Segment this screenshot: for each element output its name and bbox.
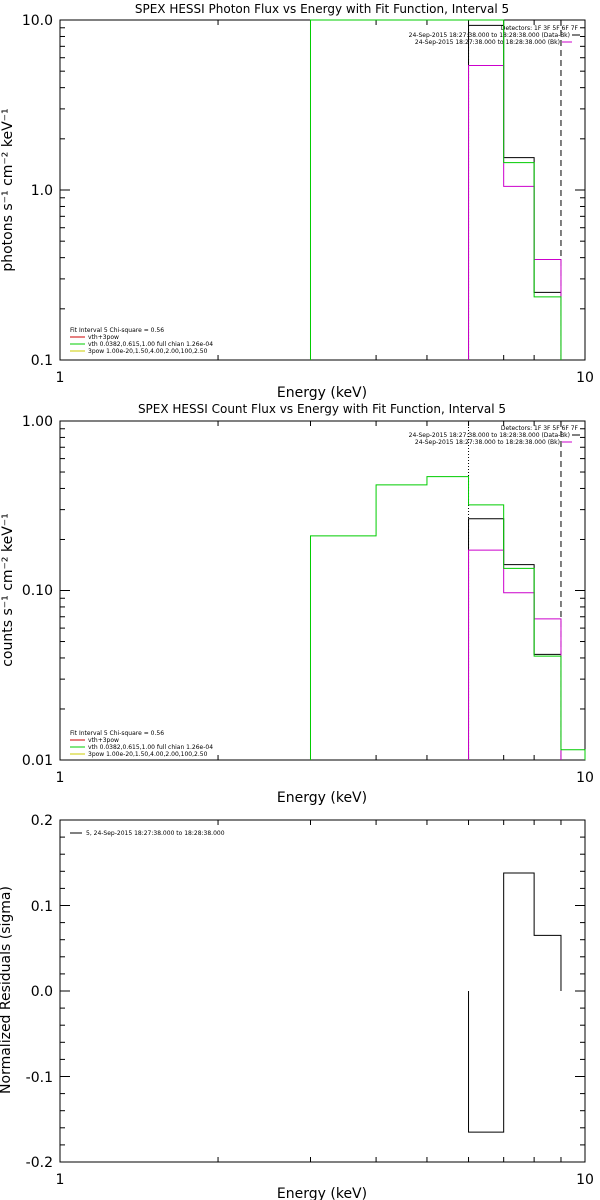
residuals-y-tick-label--0.2: -0.2: [26, 1155, 53, 1171]
count-flux-x-tick-label-10: 10: [576, 770, 594, 786]
photon-flux-info-line-bk: 24-Sep-2015 18:27:38.000 to 18:28:38.000…: [415, 39, 560, 46]
residuals-legend-text: 5, 24-Sep-2015 18:27:38.000 to 18:28:38.…: [86, 830, 225, 837]
count-flux-y-tick-label-1.00: 1.00: [22, 414, 53, 430]
photon-flux-y-axis-label: photons s⁻¹ cm⁻² keV⁻¹: [0, 108, 16, 271]
count-flux-series: [309, 421, 586, 760]
residuals-y-ticks: [60, 819, 585, 1163]
residuals-x-tick-label-1: 1: [56, 1172, 65, 1188]
count-flux-y-tick-label-0.01: 0.01: [22, 753, 53, 769]
residuals-series: [468, 872, 562, 1133]
residuals-y-tick-label--0.1: -0.1: [26, 1070, 53, 1086]
photon-flux-x-tick-label-1: 1: [56, 370, 65, 386]
photon-flux-y-tick-label-0.1: 0.1: [31, 353, 53, 369]
residuals-series-residuals: [468, 872, 562, 1133]
photon-flux-series: [309, 19, 562, 360]
residuals-x-tick-label-10: 10: [576, 1172, 594, 1188]
photon-flux-series-bk: [468, 64, 562, 360]
residuals-x-ticks: [59, 820, 586, 1162]
count-flux-panel: SPEX HESSI Count Flux vs Energy with Fit…: [0, 402, 594, 806]
count-flux-fit-legend-1: vth+3pow: [88, 737, 119, 744]
photon-flux-fit-legend-1: vth+3pow: [88, 334, 119, 341]
photon-flux-panel: SPEX HESSI Photon Flux vs Energy with Fi…: [0, 2, 594, 401]
residuals-y-axis-label: Normalized Residuals (sigma): [0, 886, 14, 1094]
residuals-panel: 1 10 -0.2 -0.1 0.0 0.1 0.2 Energy (keV) …: [0, 813, 594, 1200]
count-flux-series-data-bk: [468, 518, 562, 760]
photon-flux-detectors-label: Detectors: 1F 3F 5F 6F 7F: [501, 25, 579, 32]
photon-flux-info-line-data: 24-Sep-2015 18:27:38.000 to 18:28:38.000…: [409, 32, 570, 39]
count-flux-x-ticks: [59, 421, 586, 760]
count-flux-series-bk: [468, 549, 562, 760]
residuals-x-axis-label: Energy (keV): [277, 1186, 367, 1200]
count-flux-series-vth+3pow: [309, 476, 586, 760]
count-flux-info-line-bk: 24-Sep-2015 18:27:38.000 to 18:28:38.000…: [415, 439, 560, 446]
photon-flux-y-tick-label-1.0: 1.0: [31, 183, 53, 199]
count-flux-fit-legend-2: vth 0.0382,0.615,1.00 full chian 1.26e-0…: [88, 744, 213, 751]
residuals-y-tick-label-0.1: 0.1: [31, 899, 53, 915]
residuals-y-tick-label-0.0: 0.0: [31, 984, 53, 1000]
residuals-plot-frame: [59, 819, 586, 1163]
photon-flux-y-ticks: [60, 19, 585, 361]
count-flux-title: SPEX HESSI Count Flux vs Energy with Fit…: [138, 402, 506, 416]
photon-flux-y-tick-label-10.0: 10.0: [22, 13, 53, 29]
count-flux-y-axis-label: counts s⁻¹ cm⁻² keV⁻¹: [0, 513, 16, 667]
count-flux-detectors-label: Detectors: 1F 3F 5F 6F 7F: [501, 425, 579, 432]
count-flux-plot-frame: [59, 420, 586, 761]
photon-flux-x-tick-label-10: 10: [576, 370, 594, 386]
count-flux-fit-legend-3: 3pow 1.00e-20,1.50,4.00,2.00,100,2.50: [88, 751, 208, 758]
residuals-y-tick-label-0.2: 0.2: [31, 813, 53, 829]
photon-flux-fit-header: Fit Interval 5 Chi-square = 0.56: [70, 327, 164, 334]
photon-flux-plot-frame: [59, 19, 586, 361]
count-flux-x-tick-label-1: 1: [56, 770, 65, 786]
photon-flux-series-vth+3pow: [309, 19, 562, 360]
count-flux-y-tick-label-0.10: 0.10: [22, 583, 53, 599]
count-flux-x-axis-label: Energy (keV): [277, 790, 367, 806]
photon-flux-series-data-bk: [468, 24, 562, 360]
photon-flux-fit-legend-3: 3pow 1.00e-20,1.50,4.00,2.00,100,2.50: [88, 348, 208, 355]
count-flux-fit-header: Fit Interval 5 Chi-square = 0.56: [70, 730, 164, 737]
photon-flux-x-ticks: [59, 20, 586, 360]
photon-flux-title: SPEX HESSI Photon Flux vs Energy with Fi…: [135, 2, 509, 16]
photon-flux-fit-legend-2: vth 0.0382,0.615,1.00 full chian 1.26e-0…: [88, 341, 213, 348]
count-flux-info-line-data: 24-Sep-2015 18:27:38.000 to 18:28:38.000…: [409, 432, 570, 439]
count-flux-y-ticks: [60, 420, 585, 761]
photon-flux-x-axis-label: Energy (keV): [277, 385, 367, 401]
